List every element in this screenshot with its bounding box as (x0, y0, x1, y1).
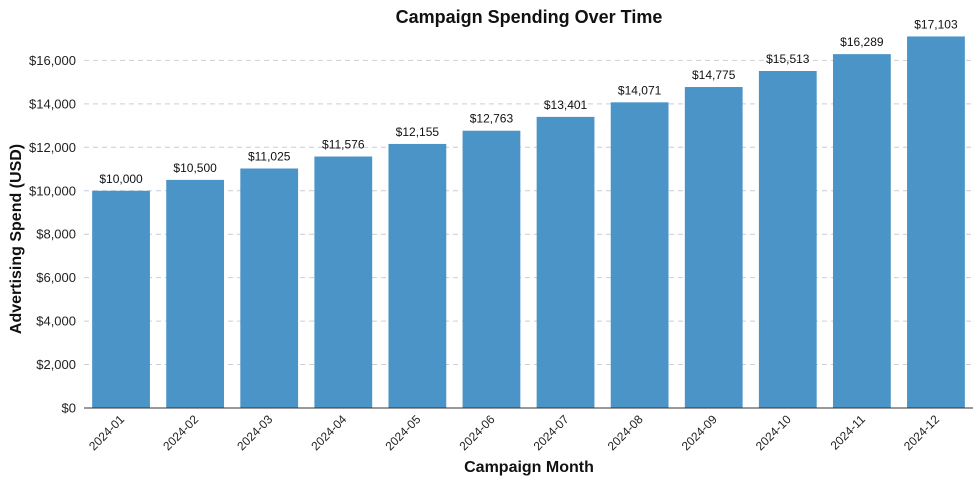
x-tick-label: 2024-01 (86, 412, 127, 453)
y-tick-label: $8,000 (36, 227, 76, 242)
x-tick-label: 2024-09 (679, 412, 720, 453)
data-label: $16,289 (840, 35, 884, 49)
data-labels: $10,000 $10,500 $11,025 $11,576 $12,155 $12,7… (99, 17, 958, 185)
bar (758, 70, 817, 409)
bar (388, 143, 447, 408)
y-tick-label: $4,000 (36, 314, 76, 329)
y-tick-label: $12,000 (29, 140, 76, 155)
data-label: $12,763 (470, 112, 514, 126)
x-tick-label: 2024-04 (308, 412, 349, 453)
bars (92, 36, 965, 409)
data-label: $14,775 (692, 68, 736, 82)
y-axis-label: Advertising Spend (USD) (8, 144, 25, 334)
bar (314, 156, 373, 408)
x-tick-label: 2024-11 (828, 412, 869, 453)
bar (240, 168, 299, 408)
bar (832, 54, 891, 408)
x-tick-label: 2024-12 (901, 412, 942, 453)
x-tick-label: 2024-08 (605, 412, 646, 453)
x-tick-label: 2024-06 (457, 412, 498, 453)
data-label: $14,071 (618, 83, 662, 97)
y-tick-label: $10,000 (29, 183, 76, 198)
data-label: $10,000 (99, 172, 143, 186)
x-tick-label: 2024-07 (531, 412, 572, 453)
chart-title: Campaign Spending Over Time (396, 7, 663, 27)
data-label: $11,576 (322, 138, 365, 152)
x-tick-label: 2024-05 (382, 412, 423, 453)
bar (92, 190, 150, 408)
bar (166, 179, 225, 408)
bar (907, 36, 965, 409)
data-label: $17,103 (914, 17, 958, 31)
data-label: $10,500 (173, 161, 217, 175)
x-tick-label: 2024-10 (753, 412, 794, 453)
y-tick-label: $16,000 (29, 53, 76, 68)
y-tick-label: $14,000 (29, 96, 76, 111)
data-label: $11,025 (248, 149, 291, 163)
data-label: $15,513 (766, 52, 810, 66)
bar (462, 130, 521, 408)
x-tick-label: 2024-02 (160, 412, 201, 453)
x-axis-label: Campaign Month (464, 459, 594, 476)
data-label: $12,155 (396, 125, 440, 139)
y-tick-label: $0 (62, 401, 76, 416)
y-tick-label: $6,000 (36, 270, 76, 285)
gridlines (84, 59, 973, 366)
bar (536, 116, 595, 409)
y-tick-label: $2,000 (36, 357, 76, 372)
x-tick-label: 2024-03 (234, 412, 275, 453)
bar (610, 102, 669, 409)
bar (684, 87, 743, 408)
data-label: $13,401 (544, 98, 588, 112)
x-axis-ticks: 2024-01 2024-02 2024-03 2024-04 2024-05 2024-… (86, 412, 942, 453)
y-axis-ticks: $0 $2,000 $4,000 $6,000 $8,000 $10,000 $12,000… (29, 53, 76, 416)
